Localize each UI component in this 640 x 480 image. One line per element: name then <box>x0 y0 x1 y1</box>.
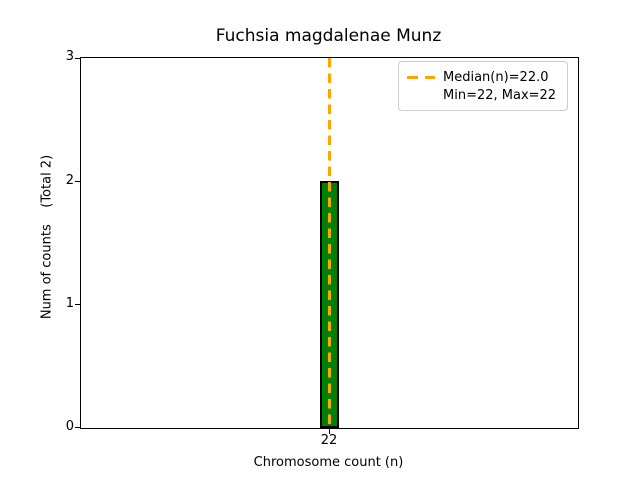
ytick-mark-0 <box>75 427 80 428</box>
median-dashed-line-icon <box>407 75 435 79</box>
y-axis-label-text: Num of counts (Total 2) <box>39 154 55 320</box>
ytick-label-3: 3 <box>65 49 74 64</box>
ytick-mark-1 <box>75 304 80 305</box>
ytick-mark-3 <box>75 58 80 59</box>
legend-label-median: Median(n)=22.0 <box>443 69 549 85</box>
ytick-label-2: 2 <box>65 173 74 188</box>
legend-row-minmax: Min=22, Max=22 <box>407 86 559 104</box>
x-axis-label: Chromosome count (n) <box>253 455 404 470</box>
xtick-label-22: 22 <box>320 433 338 448</box>
ytick-mark-2 <box>75 181 80 182</box>
xtick-mark-22 <box>329 429 330 434</box>
legend-label-minmax: Min=22, Max=22 <box>443 87 557 103</box>
plot-area <box>75 57 579 434</box>
legend-row-median: Median(n)=22.0 <box>407 68 559 86</box>
ytick-label-1: 1 <box>65 296 74 311</box>
orange-dash-icon <box>407 75 435 79</box>
median-dashed-line <box>328 58 331 428</box>
ytick-label-0: 0 <box>65 419 74 434</box>
legend: Median(n)=22.0 Min=22, Max=22 <box>398 61 568 111</box>
chart-title: Fuchsia magdalenae Munz <box>215 26 442 46</box>
